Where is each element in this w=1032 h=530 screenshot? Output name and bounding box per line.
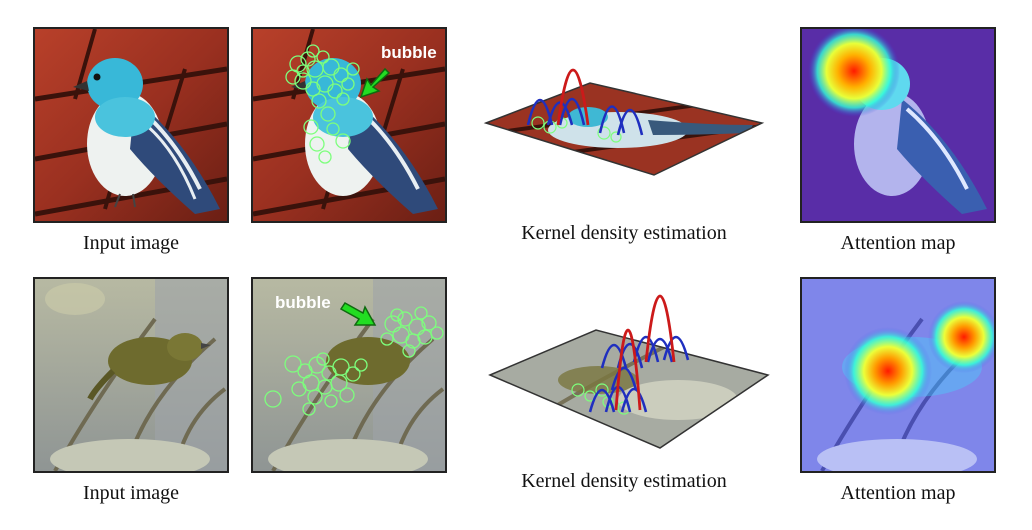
kde-red-density-1 <box>556 68 590 126</box>
kde-diagram-1 <box>478 25 770 220</box>
warbler-image-2 <box>35 279 227 471</box>
bird-image-1 <box>35 29 227 221</box>
attention-heatmap-2 <box>802 279 994 471</box>
warbler-with-bubbles-2 <box>253 279 445 471</box>
kde-blue-kernels-1 <box>526 98 644 136</box>
bubble-image-2: bubble <box>251 277 447 473</box>
bird-with-bubbles-1 <box>253 29 445 221</box>
attention-map-2 <box>800 277 996 473</box>
bubble-label-1: bubble <box>381 43 437 62</box>
bubble-arrow-1 <box>359 67 391 99</box>
bubble-arrow-2 <box>339 302 377 326</box>
caption-input-image-2: Input image <box>82 482 180 504</box>
bubble-circles-2 <box>264 306 444 416</box>
kde-blue-kernels-2 <box>588 335 690 413</box>
caption-attention-map-2: Attention map <box>840 482 956 504</box>
kde-red-density-2 <box>614 294 676 411</box>
kde-diagram-2 <box>478 250 770 465</box>
bubble-circles-1 <box>285 44 360 164</box>
caption-kde-2: Kernel density estimation <box>521 470 727 492</box>
input-image-2 <box>33 277 229 473</box>
caption-attention-map-1: Attention map <box>840 232 956 254</box>
bubble-image-1: bubble <box>251 27 447 223</box>
caption-kde-1: Kernel density estimation <box>521 222 727 244</box>
attention-heatmap-1 <box>802 29 994 221</box>
caption-input-image-1: Input image <box>82 232 180 254</box>
attention-map-1 <box>800 27 996 223</box>
input-image-1 <box>33 27 229 223</box>
bubble-label-2: bubble <box>275 293 331 312</box>
